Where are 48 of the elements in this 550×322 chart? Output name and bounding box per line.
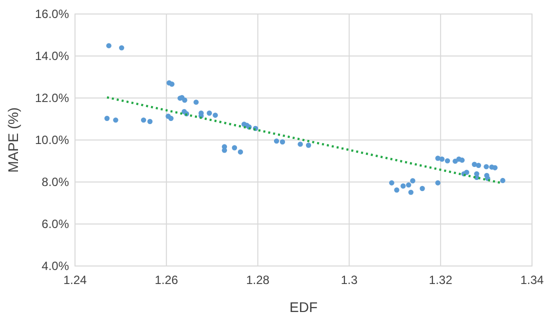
point	[212, 112, 218, 118]
point	[182, 98, 188, 103]
point	[232, 145, 238, 150]
point	[439, 156, 445, 162]
point	[113, 117, 118, 123]
point	[169, 82, 174, 87]
x-axis-title: EDF	[290, 299, 318, 315]
point	[274, 138, 280, 144]
point	[238, 149, 244, 155]
y-tick-label: 8.0%	[42, 175, 70, 189]
point	[119, 45, 124, 50]
y-tick-label: 6.0%	[42, 217, 70, 231]
point	[500, 178, 506, 184]
point	[444, 158, 450, 164]
point	[435, 180, 440, 186]
x-tick-label: 1.26	[154, 273, 178, 287]
point	[452, 158, 458, 164]
point	[484, 164, 489, 170]
point	[410, 178, 416, 184]
y-tick-label: 14.0%	[34, 49, 70, 63]
y-tick-label: 4.0%	[42, 259, 70, 273]
point	[106, 43, 112, 48]
point	[400, 183, 406, 189]
point	[140, 117, 146, 123]
point	[280, 139, 286, 144]
x-tick-label: 1.32	[428, 273, 453, 287]
point	[298, 142, 303, 147]
y-tick-label: 16.0%	[34, 7, 70, 21]
point	[306, 142, 312, 148]
x-tick-label: 1.34	[520, 273, 544, 287]
point	[394, 187, 400, 193]
point	[406, 182, 412, 188]
point	[104, 116, 110, 121]
point	[389, 180, 394, 186]
y-tick-label: 12.0%	[34, 91, 70, 105]
y-axis-title: MAPE (%)	[5, 107, 21, 173]
point	[464, 170, 470, 175]
point	[420, 186, 425, 192]
point	[408, 190, 414, 195]
x-tick-label: 1.3	[340, 273, 358, 287]
point	[206, 110, 212, 116]
point	[194, 100, 199, 105]
y-tick-label: 10.0%	[34, 133, 70, 147]
x-tick-label: 1.24	[63, 273, 87, 287]
point	[476, 162, 482, 168]
x-tick-label: 1.28	[246, 273, 270, 287]
point	[147, 118, 153, 124]
point	[168, 116, 174, 121]
